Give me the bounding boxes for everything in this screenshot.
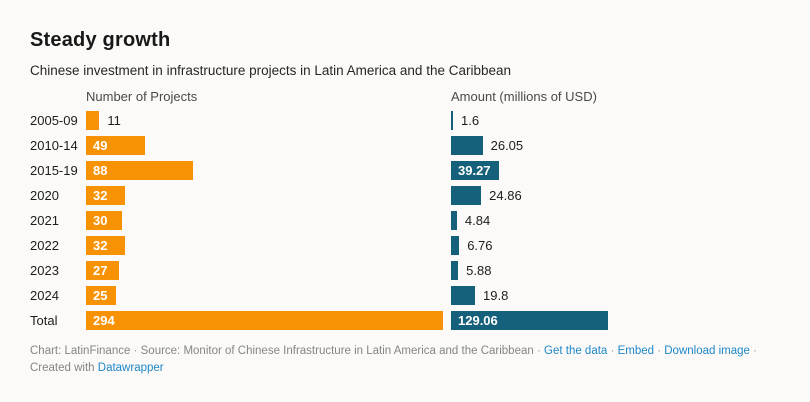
projects-bar: 294 [86,311,443,330]
chart-row: 2021 30 4.84 [30,208,790,233]
embed-link[interactable]: Embed [617,345,654,357]
amount-bar [451,111,453,130]
chart-row: Total 294 129.06 [30,308,790,333]
bar-value-label: 19.8 [483,288,509,303]
column-header-amount: Amount (millions of USD) [451,88,597,104]
datawrapper-link[interactable]: Datawrapper [97,362,164,374]
amount-bar [451,136,483,155]
chart-subtitle: Chinese investment in infrastructure pro… [30,63,512,78]
bar-value-label: 11 [107,113,121,128]
row-label: 2021 [30,213,59,228]
projects-bar: 25 [86,286,117,305]
amount-bar: 39.27 [451,161,499,180]
bar-value-label: 26.05 [490,138,524,153]
row-label: Total [30,313,58,328]
footer-separator: · [536,345,541,357]
bar-value-label: 4.84 [464,213,491,228]
chart-row: 2010-14 49 26.05 [30,133,790,158]
chart-row: 2022 32 6.76 [30,233,790,258]
amount-bar-zone: 19.8 [451,286,760,305]
footer-separator: · [657,345,662,357]
projects-bar [86,111,100,130]
amount-bar-zone: 1.6 [451,111,760,130]
download-image-link[interactable]: Download image [664,345,750,357]
projects-bar-zone: 32 [86,186,451,205]
footer: Chart: LatinFinance · Source: Monitor of… [30,343,778,377]
amount-bar [451,186,482,205]
column-header-projects: Number of Projects [86,88,198,104]
footer-credit: Chart: LatinFinance [30,345,131,357]
amount-bar-zone: 26.05 [451,136,760,155]
amount-bar-zone: 129.06 [451,311,760,330]
chart-title: Steady growth [30,29,171,51]
row-label: 2022 [30,238,59,253]
footer-separator: · [133,345,138,357]
footer-separator: · [610,345,615,357]
chart-rows: 2005-09 11 1.6 2010-14 49 26.05 2015-19 88 39.27… [30,108,790,333]
projects-bar-zone: 88 [86,161,451,180]
projects-bar-zone: 11 [86,111,451,130]
projects-bar-zone: 27 [86,261,451,280]
projects-bar: 49 [86,136,146,155]
row-label: 2024 [30,288,59,303]
amount-bar [451,236,460,255]
row-label: 2005-09 [30,113,78,128]
amount-bar-zone: 39.27 [451,161,760,180]
bar-value-label: 6.76 [467,238,493,253]
amount-bar-zone: 4.84 [451,211,760,230]
chart-row: 2015-19 88 39.27 [30,158,790,183]
bar-value-label: 24.86 [489,188,522,203]
chart-row: 2023 27 5.88 [30,258,790,283]
chart-row: 2020 32 24.86 [30,183,790,208]
footer-source: Source: Monitor of Chinese Infrastructur… [140,345,534,357]
bar-value-label: 1.6 [461,113,480,128]
amount-bar [451,286,476,305]
amount-bar [451,211,457,230]
row-label: 2020 [30,188,59,203]
amount-bar: 129.06 [451,311,608,330]
amount-bar-zone: 5.88 [451,261,760,280]
bar-value-label: 5.88 [466,263,492,278]
projects-bar: 32 [86,236,125,255]
column-headers: Number of Projects Amount (millions of U… [30,87,790,105]
chart-row: 2005-09 11 1.6 [30,108,790,133]
projects-bar: 88 [86,161,193,180]
projects-bar: 27 [86,261,119,280]
projects-bar-zone: 25 [86,286,451,305]
amount-bar [451,261,459,280]
projects-bar-zone: 294 [86,311,451,330]
row-label: 2015-19 [30,163,78,178]
projects-bar-zone: 49 [86,136,451,155]
projects-bar-zone: 30 [86,211,451,230]
chart-row: 2024 25 19.8 [30,283,790,308]
row-label: 2023 [30,263,59,278]
footer-separator: · [753,345,757,357]
footer-created-with: Created with [30,362,95,374]
get-the-data-link[interactable]: Get the data [544,345,608,357]
projects-bar: 32 [86,186,125,205]
projects-bar-zone: 32 [86,236,451,255]
amount-bar-zone: 6.76 [451,236,760,255]
projects-bar: 30 [86,211,123,230]
row-label: 2010-14 [30,138,78,153]
amount-bar-zone: 24.86 [451,186,760,205]
